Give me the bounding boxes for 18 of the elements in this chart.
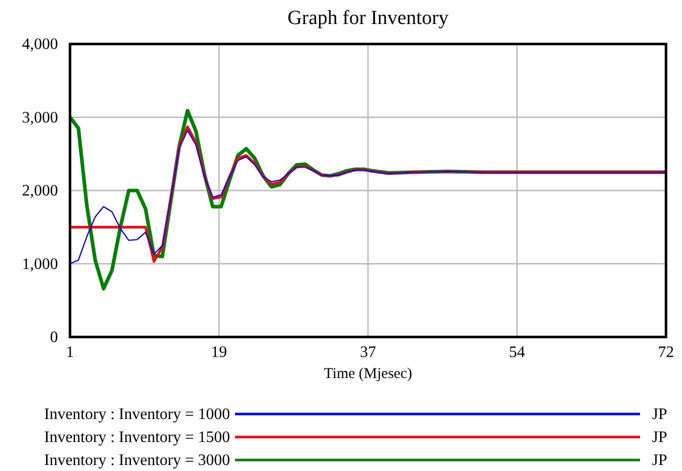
- x-tick-label: 54: [509, 344, 525, 361]
- legend-label: Inventory : Inventory = 3000: [44, 452, 230, 469]
- text: JP: [652, 406, 668, 423]
- y-tick-label: 1,000: [22, 256, 58, 273]
- y-tick-label: 0: [50, 329, 58, 346]
- chart-title: Graph for Inventory: [287, 7, 449, 29]
- y-tick-label: 4,000: [22, 36, 58, 53]
- x-tick-label: 19: [211, 344, 227, 361]
- x-tick-label: 1: [66, 344, 74, 361]
- legend-label: Inventory : Inventory = 1000: [44, 406, 230, 423]
- legend-label: Inventory : Inventory = 1500: [44, 429, 230, 446]
- text: JP: [652, 452, 668, 469]
- y-tick-label: 2,000: [22, 182, 58, 200]
- x-tick-label: 72: [658, 344, 674, 361]
- y-tick-label: 3,000: [22, 109, 58, 126]
- x-axis-title: Time (Mjesec): [324, 366, 412, 382]
- x-tick-label: 37: [360, 344, 376, 361]
- text: JP: [652, 429, 668, 446]
